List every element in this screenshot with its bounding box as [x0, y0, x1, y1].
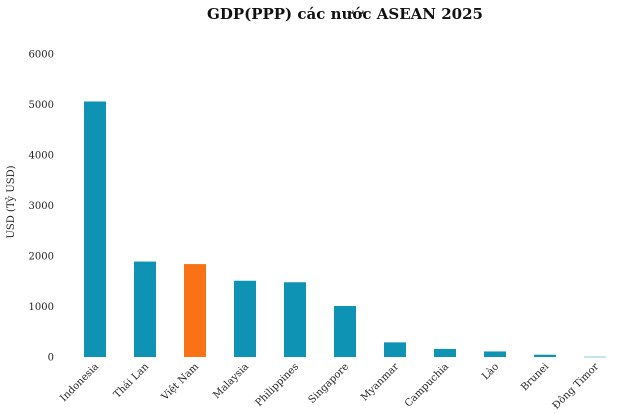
y-tick-label: 3000: [29, 201, 54, 212]
y-tick-label: 0: [48, 353, 54, 364]
bar: [584, 356, 606, 358]
y-tick-label: 4000: [29, 151, 54, 162]
y-tick-label: 5000: [29, 100, 54, 111]
x-tick-label: Indonesia: [58, 361, 101, 404]
bar: [384, 342, 406, 357]
x-axis-ticks: Indonesia Thái Lan Việt Nam Malaysia Philipp…: [58, 361, 601, 412]
bar: [234, 280, 256, 357]
bar: [284, 282, 306, 357]
bar: [484, 351, 506, 357]
x-tick-label: Philippines: [254, 361, 302, 409]
bar: [184, 264, 206, 357]
x-tick-label: Việt Nam: [159, 361, 201, 403]
bars-group: [84, 101, 606, 358]
chart-title: GDP(PPP) các nước ASEAN 2025: [207, 5, 483, 23]
y-axis-ticks: 0 1000 2000 3000 4000 5000 6000: [29, 50, 54, 364]
x-tick-label: Thái Lan: [112, 361, 152, 401]
x-tick-label: Campuchia: [403, 361, 451, 409]
x-tick-label: Đông Timor: [551, 361, 602, 412]
y-tick-label: 1000: [29, 302, 54, 313]
bar: [534, 354, 556, 357]
y-tick-label: 2000: [29, 252, 54, 263]
bar: [434, 348, 456, 357]
bar: [334, 306, 356, 357]
bar: [134, 261, 156, 357]
x-tick-label: Malaysia: [211, 361, 251, 401]
y-tick-label: 6000: [29, 50, 54, 61]
x-tick-label: Brunei: [519, 361, 551, 393]
x-tick-label: Lào: [480, 361, 501, 382]
y-axis-label: USD (Tỷ USD): [6, 165, 17, 238]
bar: [84, 101, 106, 357]
x-tick-label: Singapore: [307, 361, 352, 406]
x-tick-label: Myanmar: [359, 361, 401, 403]
